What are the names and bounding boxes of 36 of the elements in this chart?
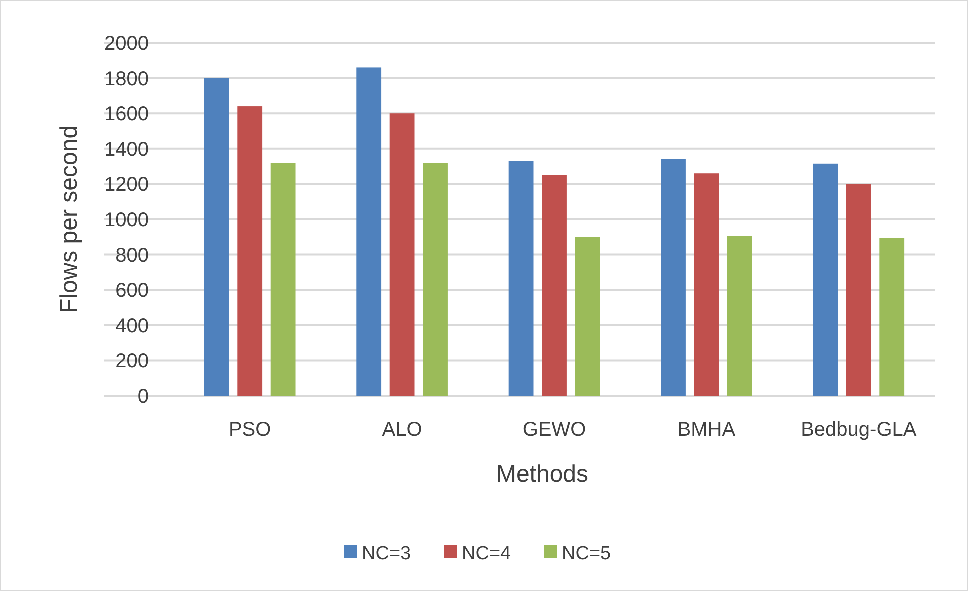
bar — [846, 184, 872, 396]
y-tick-label: 400 — [116, 315, 149, 338]
x-axis-title: Methods — [496, 461, 589, 488]
y-tick-label: 1600 — [104, 104, 149, 126]
legend-label: NC=4 — [462, 544, 512, 565]
bar — [813, 164, 838, 396]
legend-label: NC=3 — [362, 544, 412, 565]
legend-label: NC=5 — [562, 544, 612, 565]
bar — [542, 175, 567, 396]
y-tick-label: 600 — [116, 280, 149, 302]
x-tick-label: Bedbug-GLA — [801, 419, 918, 441]
y-tick-label: 1800 — [104, 68, 149, 90]
y-tick-label: 1000 — [104, 210, 149, 232]
bar — [356, 68, 382, 396]
x-tick-label: ALO — [382, 419, 422, 441]
bar — [238, 106, 263, 396]
y-tick-label: 0 — [138, 386, 149, 408]
bar — [423, 163, 448, 396]
bar — [390, 114, 415, 396]
x-tick-label: BMHA — [678, 419, 736, 441]
bar — [270, 163, 296, 396]
bar — [661, 159, 686, 396]
y-tick-label: 2000 — [104, 33, 149, 55]
y-tick-label: 1200 — [104, 174, 149, 196]
bar — [508, 161, 534, 396]
y-tick-label: 800 — [116, 244, 149, 267]
x-tick-label: PSO — [228, 419, 272, 441]
y-axis-title: Flows per second — [56, 125, 83, 314]
bar — [575, 237, 600, 396]
bar — [727, 236, 752, 396]
bar — [880, 238, 905, 396]
x-tick-label: GEWO — [522, 419, 586, 441]
bar — [694, 174, 720, 396]
y-tick-label: 200 — [116, 350, 149, 373]
bar — [204, 78, 230, 396]
y-tick-label: 1400 — [104, 138, 149, 161]
